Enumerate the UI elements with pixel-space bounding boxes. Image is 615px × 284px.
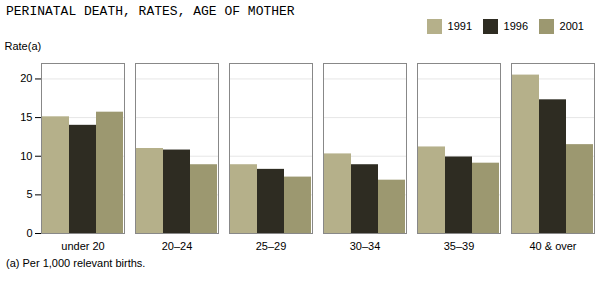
svg-text:40 & over: 40 & over — [529, 240, 576, 252]
svg-text:0: 0 — [26, 227, 32, 239]
svg-text:Rate(a): Rate(a) — [5, 40, 42, 52]
svg-text:30–34: 30–34 — [350, 240, 381, 252]
svg-text:20: 20 — [20, 72, 32, 84]
svg-text:35–39: 35–39 — [444, 240, 475, 252]
svg-text:10: 10 — [20, 150, 32, 162]
html-text:PERINATAL DEATH, RATES, AGE OF: PERINATAL DEATH, RATES, AGE OF MOTHER — [6, 4, 295, 19]
svg-text:under 20: under 20 — [61, 240, 104, 252]
svg-text:15: 15 — [20, 111, 32, 123]
svg-text:5: 5 — [26, 188, 32, 200]
svg-text:25–29: 25–29 — [256, 240, 287, 252]
html-text:1991: 1991 — [447, 20, 472, 33]
html-text:1996: 1996 — [503, 20, 528, 33]
html-text:(a) Per 1,000 relevant births.: (a) Per 1,000 relevant births. — [6, 257, 146, 269]
svg-text:20–24: 20–24 — [162, 240, 193, 252]
html-text:2001: 2001 — [559, 20, 584, 33]
